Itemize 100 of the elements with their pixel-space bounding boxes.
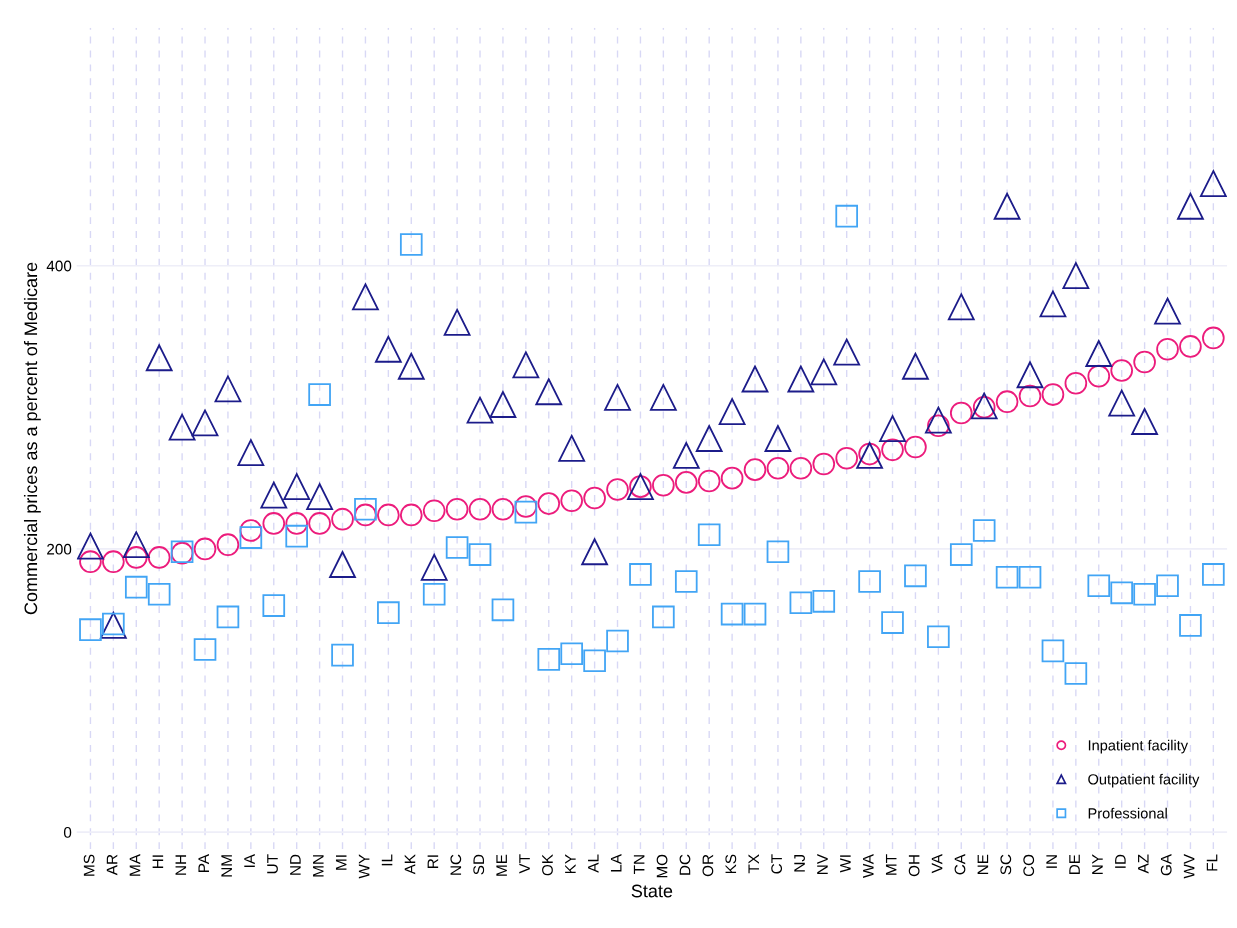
x-tick-label: AK [404, 854, 416, 875]
point [491, 598, 515, 622]
point [1131, 408, 1159, 435]
point [397, 352, 425, 380]
point [649, 384, 677, 411]
point [697, 523, 721, 547]
x-tick-label: NJ [794, 855, 805, 872]
point [331, 643, 354, 667]
point [581, 538, 609, 566]
x-tick-label: HI [152, 855, 164, 869]
x-tick-label: MN [313, 855, 324, 877]
point [741, 365, 769, 393]
point [377, 503, 400, 527]
point [262, 594, 286, 617]
point [79, 618, 102, 641]
point [995, 565, 1019, 589]
x-tick-label: OH [908, 855, 920, 877]
point [489, 391, 517, 418]
point [583, 649, 606, 673]
point [674, 570, 698, 593]
x-tick-label: FL [1206, 854, 1218, 871]
point [1156, 574, 1179, 598]
point [718, 398, 746, 425]
point [239, 519, 263, 542]
x-tick-label: TX [748, 854, 759, 874]
point [720, 602, 744, 626]
point [399, 233, 423, 256]
point [904, 564, 927, 588]
point [306, 483, 334, 510]
point [193, 638, 217, 661]
point [102, 550, 125, 573]
x-axis-title: State [631, 884, 673, 898]
point [537, 648, 561, 671]
x-tick-label: ID [1115, 854, 1126, 868]
point [1156, 337, 1179, 361]
point [1177, 192, 1204, 220]
point [1202, 563, 1225, 586]
x-tick-label: NC [450, 854, 462, 875]
x-tick-label: DC [679, 854, 691, 875]
point [79, 550, 102, 573]
point [743, 458, 767, 481]
point [399, 503, 423, 527]
point [881, 611, 904, 634]
x-tick-label: WA [863, 854, 874, 878]
point [466, 396, 494, 424]
point [216, 533, 240, 557]
point [145, 344, 173, 372]
point [512, 351, 540, 379]
point [743, 602, 767, 626]
point [949, 543, 973, 566]
point [77, 532, 104, 560]
point [1110, 359, 1134, 382]
point [1087, 574, 1111, 598]
point [193, 537, 217, 561]
point [1179, 614, 1202, 637]
point [560, 489, 584, 513]
x-tick-label: AR [106, 854, 118, 876]
x-tick-label: OR [702, 854, 714, 877]
x-tick-label: NE [977, 854, 989, 874]
x-tick-label: LA [610, 854, 622, 872]
point [377, 601, 400, 624]
point [949, 401, 973, 425]
x-tick-label: AL [588, 854, 599, 873]
x-tick-label: MA [129, 854, 141, 876]
x-tick-label: KY [565, 854, 576, 874]
point [1039, 290, 1067, 318]
x-tick-label: GA [1160, 854, 1172, 876]
point [835, 204, 859, 228]
point [652, 473, 675, 497]
point [812, 589, 836, 613]
point [1110, 581, 1134, 605]
point [764, 425, 792, 452]
point [879, 415, 906, 442]
x-tick-label: WY [358, 854, 370, 879]
point [995, 390, 1019, 413]
x-tick-label: SD [473, 854, 485, 875]
x-tick-label: MI [335, 855, 347, 870]
x-tick-label: CA [954, 854, 966, 875]
point [285, 512, 309, 535]
x-tick-label: MO [656, 854, 668, 878]
point [468, 543, 492, 566]
point [468, 497, 492, 521]
point [947, 293, 975, 321]
point [881, 438, 904, 462]
point [260, 481, 288, 509]
x-tick-label: VT [519, 854, 530, 874]
x-tick-label: MS [83, 854, 95, 876]
x-tick-label: NV [817, 854, 828, 874]
point [835, 446, 859, 470]
point [262, 512, 286, 535]
point [766, 540, 790, 564]
point [674, 471, 698, 494]
point [1133, 582, 1156, 606]
point [374, 335, 402, 363]
point [214, 375, 242, 403]
point [606, 478, 629, 501]
point [1108, 389, 1136, 417]
point [537, 492, 561, 515]
point [122, 531, 150, 559]
point [1041, 383, 1065, 406]
